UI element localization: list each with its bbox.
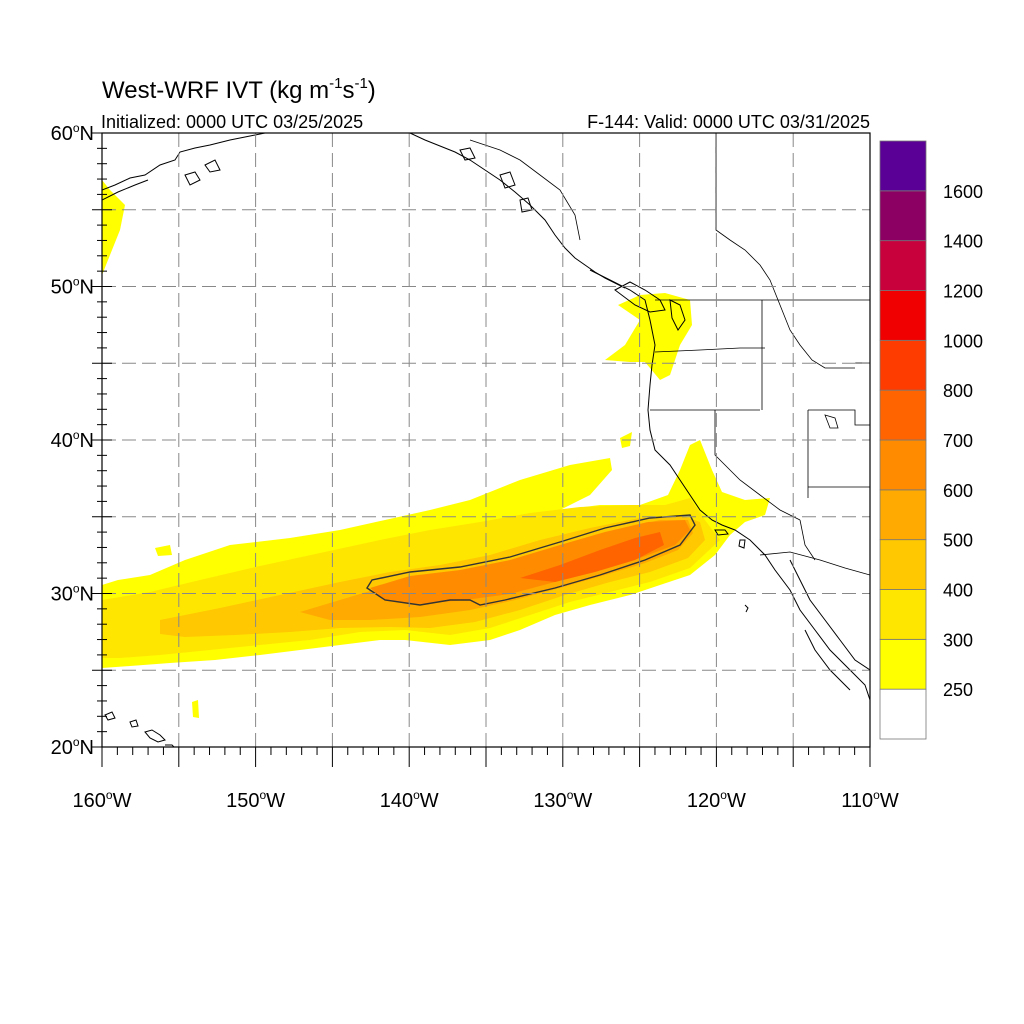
borders [469,133,870,576]
colorbar-label: 1000 [943,331,983,351]
longitude-labels: 160oW 150oW 140oW 130oW 120oW 110oW [73,788,899,812]
colorbar-swatch [879,190,927,242]
colorbar-label: 300 [943,630,973,650]
ivt-250-spot-2 [155,545,172,556]
lon-label: 130oW [533,788,592,812]
map-title: West-WRF IVT (kg m-1s-1) [102,75,376,104]
colorbar-swatch [879,290,927,341]
coast-gulf-california [804,629,851,691]
lon-label: 150oW [226,788,285,812]
colorbar-swatch [879,339,927,391]
lon-label: 160oW [73,788,132,812]
border-alaska-canada [469,139,581,241]
colorbar-label: 250 [943,680,973,700]
graticule [102,133,870,747]
coast-alaska-islands [184,147,533,213]
ivt-600-band [370,520,690,604]
coast-pacific-northwest [589,269,870,701]
colorbar-swatch [879,638,927,690]
colorbar-swatch [879,389,927,441]
border-az [799,519,816,561]
colorbar-label: 500 [943,531,973,551]
colorbar-label: 600 [943,481,973,501]
coast-alaska-peninsula [102,179,149,201]
ivt-700-core [520,532,664,582]
lat-label: 40oN [51,428,94,452]
colorbar-swatch [879,140,927,192]
lake-tahoe-area [824,414,839,429]
coast-vancouver-island [614,281,666,313]
colorbar-swatch [879,688,927,740]
border-ca-nv [714,410,801,521]
ivt-250-nw-patch [102,180,125,275]
coast-hawaii [104,711,175,747]
coast-channel-islands [714,529,749,613]
ivt-shading [102,180,770,718]
colorbar: 250 300 400 500 600 700 800 1000 1200 1400 1600 [879,140,983,740]
lat-label: 50oN [51,275,94,299]
latitude-labels: 60oN 50oN 40oN 30oN 20oN [51,121,94,759]
ivt-250-spot-3 [192,700,199,718]
lat-label: 20oN [51,735,94,759]
colorbar-label: 400 [943,581,973,601]
border-mt-canada-rockies [715,133,779,301]
colorbar-swatch [879,589,927,640]
lon-label: 120oW [687,788,746,812]
colorbar-label: 700 [943,431,973,451]
colorbar-swatch [879,240,927,291]
lat-label: 30oN [51,582,94,606]
border-idaho [761,299,855,410]
border-utah [808,409,870,488]
colorbar-label: 800 [943,381,973,401]
border-mexico-us [759,551,870,576]
valid-time-label: F-144: Valid: 0000 UTC 03/31/2025 [587,112,870,132]
coast-puget-sound [669,299,686,331]
coast-baja-inner [789,559,870,671]
map-panel [102,133,870,747]
lon-label: 140oW [380,788,439,812]
border-wa-or [654,347,765,353]
axis-ticks [92,132,871,767]
lon-label: 110oW [841,788,899,812]
colorbar-label: 1200 [943,282,983,302]
colorbar-label: 1400 [943,232,983,252]
colorbar-swatch [879,439,927,491]
colorbar-swatch [879,539,927,590]
colorbar-swatch [879,489,927,541]
init-time-label: Initialized: 0000 UTC 03/25/2025 [101,112,363,132]
coastlines [102,133,870,747]
ivt-600-contour [366,514,696,606]
ivt-250-pnw-patch [605,293,692,380]
colorbar-label: 1600 [943,182,983,202]
coast-alaska-gulf [102,133,266,191]
lat-label: 60oN [51,121,94,145]
